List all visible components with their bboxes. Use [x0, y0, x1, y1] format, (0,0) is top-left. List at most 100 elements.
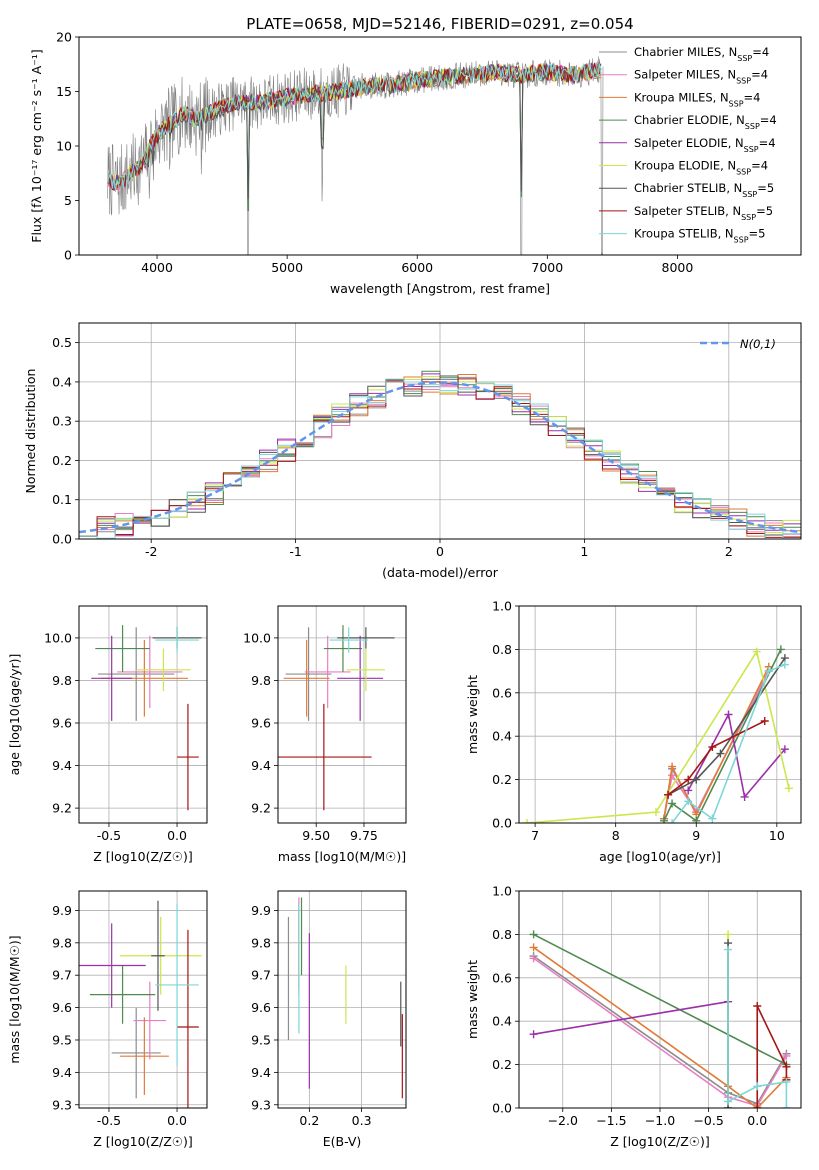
legend-label: Kroupa MILES, NSSP=4: [634, 90, 760, 108]
weight-marker: [753, 1082, 762, 1091]
y-tick-label: 10.0: [44, 630, 72, 645]
x-tick-label: 7: [531, 828, 539, 843]
model-line-1: [107, 62, 602, 207]
y-tick-label: 9.6: [52, 1000, 72, 1015]
weight-marker: [740, 792, 749, 801]
y-tick-label: 5: [64, 193, 72, 208]
y-tick-label: 10: [56, 139, 72, 154]
y-tick-label: 0.6: [492, 685, 512, 700]
x-tick-label: 9.75: [350, 828, 378, 843]
weight-marker: [760, 717, 769, 726]
histogram-axes: -2 -1 0 1 2 0.0 0.1 0.2 0.3 0.4 0.5 (data-model)/er…: [23, 322, 802, 580]
y-axis-label: Flux [fλ 10⁻¹⁷ erg cm⁻² s⁻¹ A⁻¹]: [29, 49, 44, 242]
x-tick-label: -0.5: [97, 828, 121, 843]
weight-marker: [753, 1104, 762, 1108]
weight-marker: [523, 819, 532, 823]
x-tick-label: 0.0: [747, 1113, 767, 1128]
axes-frame: [78, 605, 208, 824]
y-tick-label: 0.2: [492, 1057, 512, 1072]
y-tick-label: 0.0: [492, 1101, 512, 1116]
y-axis-label: mass weight: [465, 675, 480, 754]
weight-vs-age-axes: 7 8 9 10 0.0 0.2 0.4 0.6 0.8 1.0 age [log10(age/yr…: [465, 599, 802, 864]
x-tick-label: -1: [289, 544, 301, 559]
model-line-3: [107, 63, 602, 191]
weight-vs-z-axes: −2.0 −1.5 −1.0 −0.5 0.0 0.0 0.2 0.4 0.6 0.8 1.0 Z […: [465, 884, 802, 1149]
x-axis-label: (data-model)/error: [382, 565, 499, 580]
weight-marker: [724, 710, 733, 719]
legend-label: Kroupa STELIB, NSSP=5: [634, 227, 765, 245]
y-axis-label: mass weight: [465, 960, 480, 1039]
y-tick-label: 0.8: [492, 642, 512, 657]
weight-marker: [776, 645, 785, 654]
x-tick-label: 9: [692, 828, 700, 843]
legend-label: Salpeter ELODIE, NSSP=4: [634, 136, 776, 154]
weight-marker: [724, 945, 733, 954]
y-tick-label: 9.6: [251, 716, 271, 731]
weight-marker: [529, 930, 538, 939]
weight-line-3: [533, 946, 787, 1108]
legend-label: Kroupa ELODIE, NSSP=4: [634, 159, 768, 177]
y-tick-label: 9.4: [52, 1065, 72, 1080]
x-tick-label: −1.0: [645, 1113, 675, 1128]
y-tick-label: 0.8: [492, 927, 512, 942]
y-tick-label: 0.0: [492, 816, 512, 831]
y-tick-label: 0.2: [52, 453, 72, 468]
legend-label: Salpeter MILES, NSSP=4: [634, 68, 768, 86]
y-tick-label: 0.6: [492, 970, 512, 985]
weight-marker: [764, 667, 773, 676]
y-tick-label: 0.1: [52, 492, 72, 507]
y-tick-label: 9.9: [251, 903, 271, 918]
weight-marker: [724, 1097, 733, 1106]
weight-marker: [784, 784, 793, 793]
x-tick-label: −2.0: [548, 1113, 578, 1128]
x-tick-label: 0.0: [167, 1113, 187, 1128]
y-tick-label: 9.3: [251, 1097, 271, 1112]
weight-marker: [668, 819, 677, 823]
y-tick-label: 9.6: [251, 1000, 271, 1015]
weight-marker: [782, 1104, 791, 1108]
legend-label-gauss: N(0,1): [740, 337, 776, 351]
legend-label: Salpeter STELIB, NSSP=5: [634, 204, 773, 222]
spectrum-axes: 4000 5000 6000 7000 8000 0 5 10 15 20 wavelength […: [29, 30, 802, 296]
weight-marker: [692, 816, 701, 823]
x-tick-label: -0.5: [97, 1113, 121, 1128]
age-vs-mass-axes: 9.50 9.75 9.2 9.4 9.6 9.8 10.0 mass [log10(M/M☉…: [243, 605, 407, 864]
y-tick-label: 9.4: [251, 1065, 271, 1080]
axes-frame: [78, 890, 208, 1109]
y-tick-label: 0.5: [52, 335, 72, 350]
x-axis-label: Z [log10(Z/Z☉)]: [610, 1134, 710, 1149]
weight-marker: [664, 790, 673, 799]
weight-marker: [780, 660, 789, 669]
weight-marker: [724, 930, 733, 939]
weight-marker: [529, 954, 538, 963]
weight-marker: [668, 771, 677, 780]
axes-frame: [277, 890, 407, 1109]
weight-line-7: [667, 657, 786, 796]
plot-area: [529, 930, 791, 1108]
y-axis-label: Normed distribution: [23, 369, 38, 494]
plot-area: [79, 370, 801, 539]
y-tick-label: 9.2: [251, 801, 271, 816]
x-tick-label: 4000: [141, 260, 173, 275]
model-line-9: [107, 62, 602, 191]
y-tick-label: 9.9: [52, 903, 72, 918]
weight-marker: [529, 1030, 538, 1039]
y-tick-label: 9.8: [52, 935, 72, 950]
y-tick-label: 9.7: [251, 968, 271, 983]
weight-line-4: [533, 933, 787, 1066]
y-axis-label: mass [log10(M/M☉)]: [7, 935, 22, 1063]
y-tick-label: 0.2: [492, 772, 512, 787]
weight-marker: [782, 1051, 791, 1060]
x-tick-label: 0.0: [167, 828, 187, 843]
y-tick-label: 10.0: [243, 630, 271, 645]
mass-vs-z-axes: -0.5 0.0 9.3 9.4 9.5 9.6 9.7 9.8 9.9 Z [log10(Z/Z…: [7, 890, 208, 1149]
legend-label: Chabrier STELIB, NSSP=5: [634, 181, 774, 199]
weight-marker: [782, 1062, 791, 1071]
weight-marker: [529, 943, 538, 952]
y-tick-label: 0.4: [492, 729, 512, 744]
x-tick-label: 8000: [662, 260, 694, 275]
y-tick-label: 0.4: [492, 1014, 512, 1029]
x-tick-label: 5000: [271, 260, 303, 275]
plot-area: [91, 625, 202, 811]
